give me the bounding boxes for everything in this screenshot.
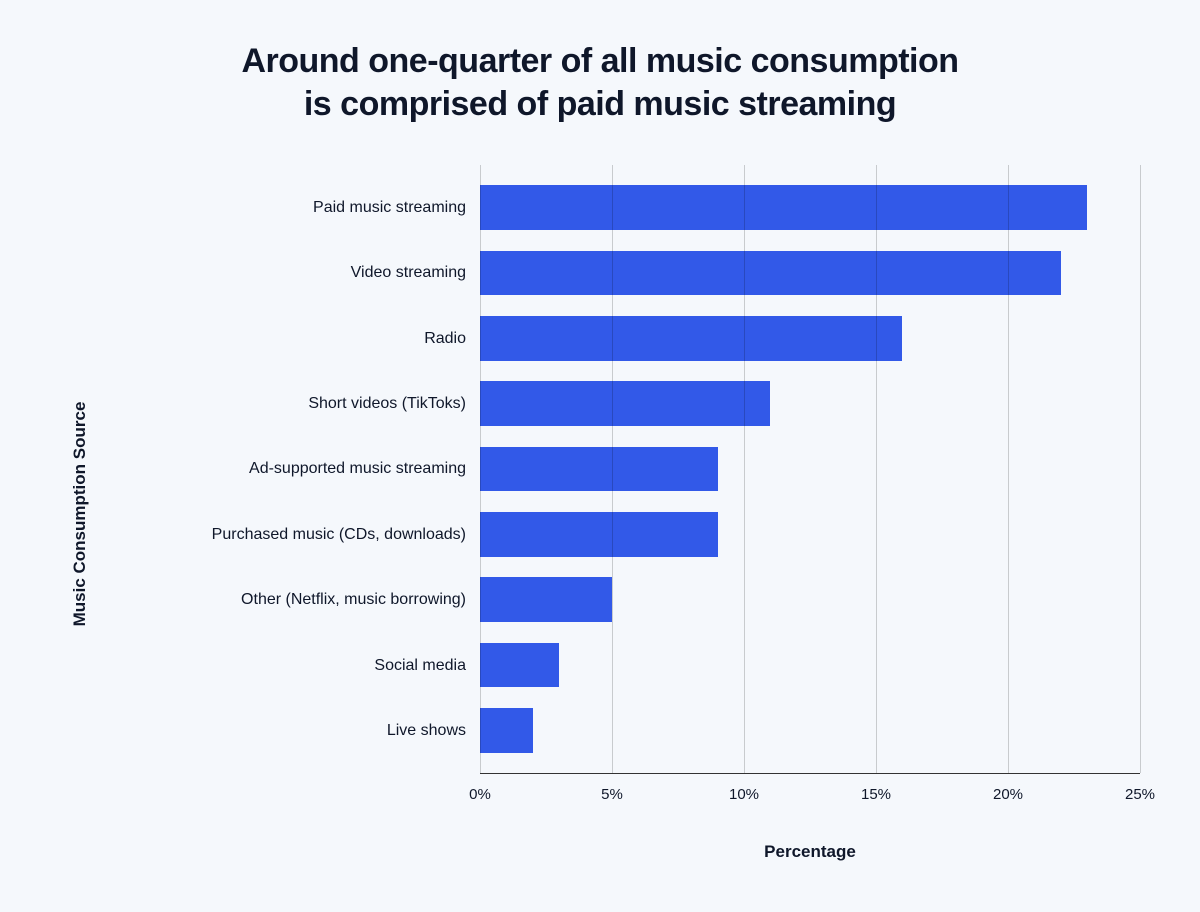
title-line-1: Around one-quarter of all music consumpt… <box>241 42 958 80</box>
chart-title: Around one-quarter of all music consumpt… <box>60 40 1140 125</box>
category-label: Video streaming <box>100 240 480 305</box>
x-tick-label: 10% <box>729 786 759 803</box>
bar-row <box>480 632 1140 697</box>
bar <box>480 643 559 687</box>
category-label: Ad-supported music streaming <box>100 437 480 502</box>
bar-row <box>480 567 1140 632</box>
bar-row <box>480 502 1140 567</box>
category-label: Paid music streaming <box>100 175 480 240</box>
x-ticks-row: 0%5%10%15%20%25% <box>100 774 1140 814</box>
chart-container: Around one-quarter of all music consumpt… <box>0 0 1200 912</box>
x-tick-label: 15% <box>861 786 891 803</box>
x-axis-label: Percentage <box>100 842 1140 862</box>
y-axis-label-container: Music Consumption Source <box>60 165 100 862</box>
category-label: Live shows <box>100 699 480 764</box>
category-label: Radio <box>100 306 480 371</box>
chart-wrap: Music Consumption Source Paid music stre… <box>60 165 1140 862</box>
bar <box>480 447 718 491</box>
bar <box>480 577 612 621</box>
gridline <box>480 165 481 773</box>
plot-area <box>480 165 1140 774</box>
bars-layer <box>480 165 1140 773</box>
gridline <box>612 165 613 773</box>
gridline <box>1008 165 1009 773</box>
bar-row <box>480 371 1140 436</box>
x-tick-label: 0% <box>469 786 491 803</box>
category-label: Purchased music (CDs, downloads) <box>100 502 480 567</box>
bar-row <box>480 698 1140 763</box>
plot-row: Paid music streamingVideo streamingRadio… <box>100 165 1140 774</box>
x-tick-label: 20% <box>993 786 1023 803</box>
chart-body: Paid music streamingVideo streamingRadio… <box>100 165 1140 862</box>
bar-row <box>480 436 1140 501</box>
bar <box>480 251 1061 295</box>
bar <box>480 185 1087 229</box>
bar-row <box>480 175 1140 240</box>
category-label: Social media <box>100 633 480 698</box>
title-line-2: is comprised of paid music streaming <box>304 85 896 123</box>
bar-row <box>480 306 1140 371</box>
bar <box>480 512 718 556</box>
x-ticks-spacer <box>100 774 480 814</box>
category-label: Other (Netflix, music borrowing) <box>100 568 480 633</box>
category-labels: Paid music streamingVideo streamingRadio… <box>100 165 480 774</box>
category-label: Short videos (TikToks) <box>100 371 480 436</box>
gridline <box>1140 165 1141 773</box>
x-ticks: 0%5%10%15%20%25% <box>480 774 1140 814</box>
x-tick-label: 5% <box>601 786 623 803</box>
gridline <box>876 165 877 773</box>
bar-row <box>480 240 1140 305</box>
bar <box>480 316 902 360</box>
bar <box>480 708 533 752</box>
x-tick-label: 25% <box>1125 786 1155 803</box>
bar <box>480 381 770 425</box>
y-axis-label: Music Consumption Source <box>70 401 90 626</box>
gridline <box>744 165 745 773</box>
